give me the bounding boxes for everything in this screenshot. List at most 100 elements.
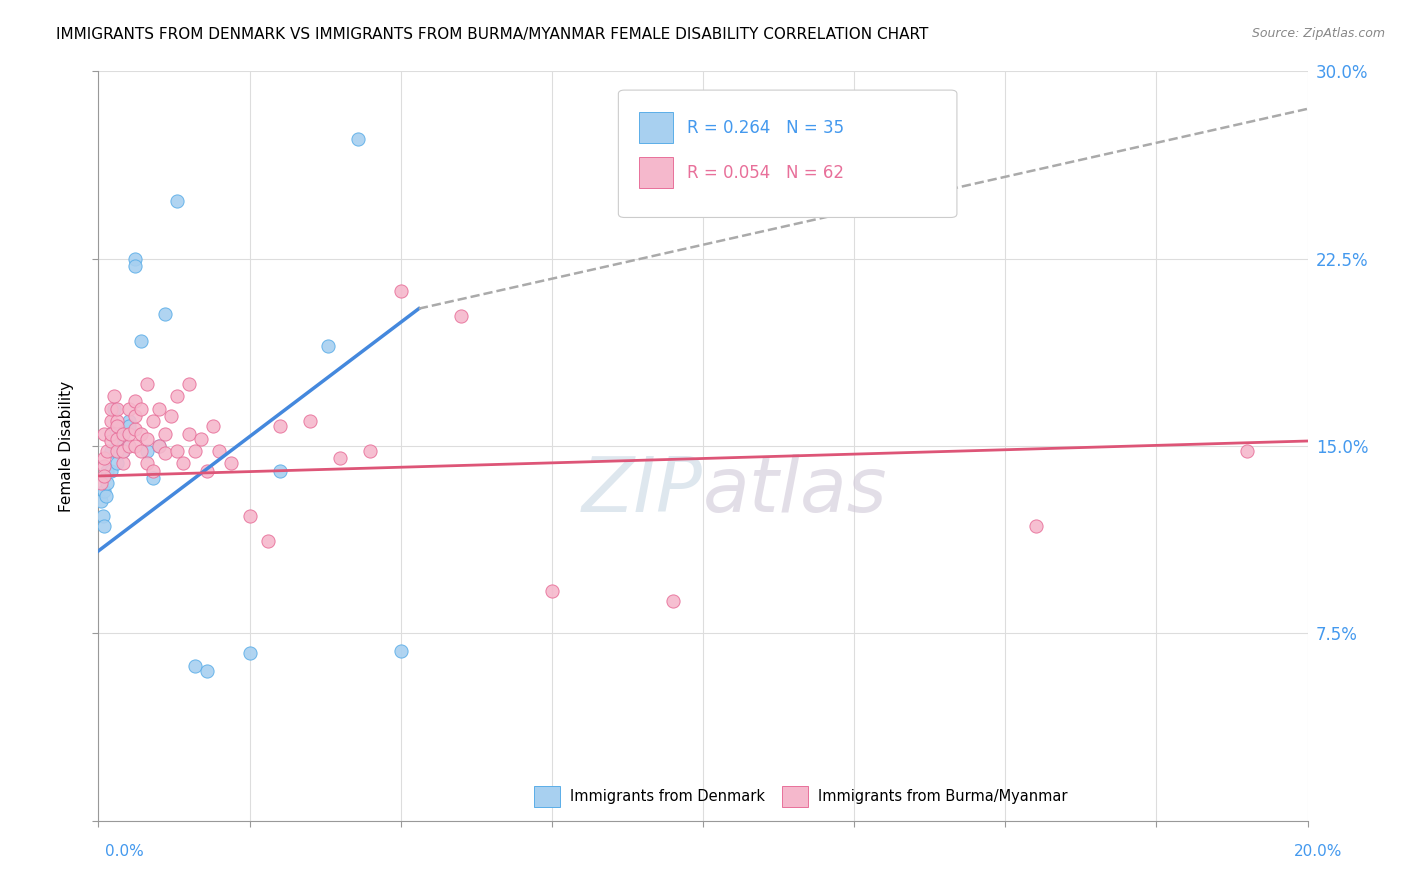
Point [148, 439, 170, 453]
Point [142, 414, 165, 428]
Point [124, 394, 146, 409]
Point [111, 457, 134, 471]
Point [100, 426, 122, 441]
Point [111, 426, 134, 441]
Point [347, 132, 370, 146]
Point [118, 401, 141, 416]
Point [1236, 444, 1258, 458]
Point [153, 426, 176, 441]
Point [124, 409, 146, 423]
Point [124, 259, 146, 273]
Point [239, 646, 262, 660]
Point [105, 444, 128, 458]
Point [389, 284, 412, 298]
Point [105, 419, 128, 434]
Text: atlas: atlas [703, 454, 887, 528]
Point [105, 401, 128, 416]
Point [269, 419, 291, 434]
Point [129, 444, 152, 458]
Bar [782, 786, 808, 807]
Text: R = 0.054   N = 62: R = 0.054 N = 62 [688, 163, 844, 181]
Point [94, 489, 117, 503]
Point [100, 426, 122, 441]
Point [100, 464, 122, 478]
Point [148, 439, 170, 453]
Point [93, 483, 115, 498]
Point [93, 451, 115, 466]
Point [111, 444, 134, 458]
Point [202, 419, 225, 434]
Point [360, 444, 382, 458]
Point [93, 469, 115, 483]
Point [124, 439, 146, 453]
Point [100, 414, 122, 428]
Point [96, 464, 118, 478]
Point [179, 426, 201, 441]
Point [389, 644, 412, 658]
Point [190, 432, 212, 446]
Point [184, 444, 207, 458]
Point [1024, 519, 1046, 533]
Text: Immigrants from Denmark: Immigrants from Denmark [569, 789, 765, 805]
Point [160, 409, 183, 423]
Point [153, 446, 176, 460]
Bar [638, 157, 673, 188]
Point [93, 426, 115, 441]
Text: Source: ZipAtlas.com: Source: ZipAtlas.com [1251, 27, 1385, 40]
Point [195, 464, 218, 478]
Point [195, 664, 218, 678]
Point [105, 457, 128, 471]
Text: ZIP: ZIP [582, 454, 703, 528]
Point [111, 444, 134, 458]
Point [450, 309, 472, 323]
Point [269, 464, 291, 478]
Point [166, 389, 188, 403]
Point [105, 444, 128, 458]
Text: 0.0%: 0.0% [105, 845, 145, 859]
Point [93, 519, 115, 533]
Point [90, 494, 112, 508]
Point [103, 401, 125, 416]
Point [129, 426, 152, 441]
Text: IMMIGRANTS FROM DENMARK VS IMMIGRANTS FROM BURMA/MYANMAR FEMALE DISABILITY CORRE: IMMIGRANTS FROM DENMARK VS IMMIGRANTS FR… [56, 27, 928, 42]
Point [105, 419, 128, 434]
Point [256, 533, 278, 548]
Point [105, 414, 128, 428]
Point [118, 414, 141, 428]
Point [100, 434, 122, 448]
Point [316, 339, 339, 353]
Point [661, 594, 683, 608]
Point [129, 401, 152, 416]
Point [148, 401, 170, 416]
Text: R = 0.264   N = 35: R = 0.264 N = 35 [688, 119, 845, 136]
Point [166, 444, 188, 458]
Point [111, 426, 134, 441]
Point [100, 444, 122, 458]
Point [103, 389, 125, 403]
Point [111, 439, 134, 453]
Point [105, 434, 128, 448]
Point [221, 457, 243, 471]
Point [96, 444, 118, 458]
Bar [534, 786, 561, 807]
Point [135, 444, 157, 458]
Y-axis label: Female Disability: Female Disability [59, 380, 75, 512]
Point [208, 444, 231, 458]
FancyBboxPatch shape [619, 90, 957, 218]
Point [93, 458, 115, 473]
Point [100, 401, 122, 416]
Text: Immigrants from Burma/Myanmar: Immigrants from Burma/Myanmar [818, 789, 1067, 805]
Point [172, 457, 194, 471]
Point [239, 508, 262, 523]
Point [329, 451, 352, 466]
Point [179, 376, 201, 391]
Point [91, 508, 114, 523]
Point [129, 334, 152, 348]
Point [96, 476, 118, 491]
Bar [638, 112, 673, 144]
Point [540, 583, 562, 598]
Point [135, 457, 157, 471]
Point [124, 421, 146, 435]
Point [105, 432, 128, 446]
Point [118, 426, 141, 441]
